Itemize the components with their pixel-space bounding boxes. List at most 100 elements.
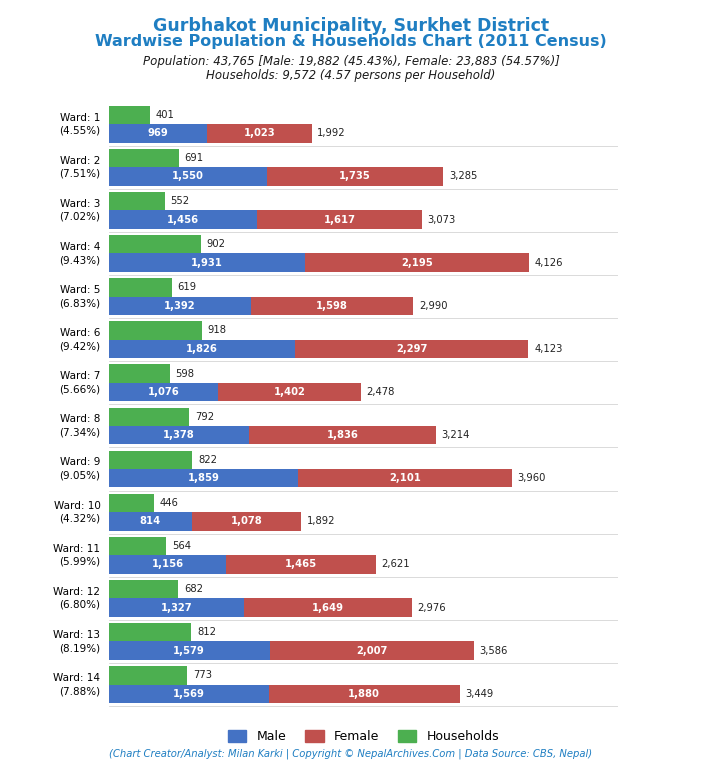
Text: 792: 792 xyxy=(195,412,214,422)
Text: (Chart Creator/Analyst: Milan Karki | Copyright © NepalArchives.Com | Data Sourc: (Chart Creator/Analyst: Milan Karki | Co… xyxy=(110,748,592,759)
Text: 1,598: 1,598 xyxy=(316,301,347,311)
Bar xyxy=(295,339,529,358)
Text: 446: 446 xyxy=(160,498,179,508)
Bar xyxy=(109,469,298,488)
Text: 1,617: 1,617 xyxy=(324,214,355,224)
Text: 1,569: 1,569 xyxy=(173,689,204,699)
Text: 2,195: 2,195 xyxy=(402,258,433,268)
Text: 1,579: 1,579 xyxy=(173,646,205,656)
Text: 1,023: 1,023 xyxy=(244,128,275,138)
Bar xyxy=(109,364,170,382)
Bar xyxy=(218,382,361,401)
Bar xyxy=(305,253,529,272)
Bar xyxy=(109,537,166,555)
Text: 1,465: 1,465 xyxy=(285,559,317,569)
Text: 3,960: 3,960 xyxy=(517,473,546,483)
Text: 691: 691 xyxy=(185,153,204,163)
Text: 598: 598 xyxy=(176,369,194,379)
Bar xyxy=(267,167,443,186)
Text: 1,649: 1,649 xyxy=(312,603,344,613)
Text: 564: 564 xyxy=(172,541,191,551)
Text: 401: 401 xyxy=(155,110,174,120)
Bar xyxy=(109,684,269,703)
Text: 918: 918 xyxy=(208,326,227,336)
Bar xyxy=(244,598,412,617)
Text: 969: 969 xyxy=(147,128,168,138)
Bar xyxy=(270,641,474,660)
Bar xyxy=(192,512,301,531)
Bar xyxy=(109,512,192,531)
Text: 4,126: 4,126 xyxy=(534,258,563,268)
Text: 773: 773 xyxy=(193,670,212,680)
Text: 3,285: 3,285 xyxy=(449,171,477,181)
Text: 1,456: 1,456 xyxy=(167,214,199,224)
Text: 1,550: 1,550 xyxy=(172,171,204,181)
Text: 1,392: 1,392 xyxy=(164,301,195,311)
Text: 3,586: 3,586 xyxy=(479,646,508,656)
Bar xyxy=(109,598,244,617)
Text: 814: 814 xyxy=(140,516,161,526)
Text: 822: 822 xyxy=(198,455,217,465)
Bar xyxy=(109,124,208,143)
Text: 2,297: 2,297 xyxy=(396,344,428,354)
Bar xyxy=(109,278,172,296)
Bar xyxy=(109,666,187,684)
Text: 1,992: 1,992 xyxy=(317,128,346,138)
Text: 1,931: 1,931 xyxy=(191,258,223,268)
Text: 2,990: 2,990 xyxy=(419,301,447,311)
Text: 902: 902 xyxy=(206,240,225,250)
Text: 4,123: 4,123 xyxy=(534,344,562,354)
Text: 1,880: 1,880 xyxy=(348,689,380,699)
Bar xyxy=(109,641,270,660)
Bar xyxy=(109,321,202,339)
Bar xyxy=(227,555,376,574)
Text: 1,892: 1,892 xyxy=(307,516,336,526)
Bar xyxy=(109,296,251,315)
Bar xyxy=(109,253,305,272)
Text: 552: 552 xyxy=(171,196,190,206)
Bar xyxy=(109,451,192,469)
Text: 1,078: 1,078 xyxy=(231,516,263,526)
Bar xyxy=(109,106,150,124)
Bar xyxy=(298,469,512,488)
Text: 1,859: 1,859 xyxy=(187,473,219,483)
Text: 619: 619 xyxy=(178,283,197,293)
Text: 3,449: 3,449 xyxy=(465,689,494,699)
Bar xyxy=(109,494,154,512)
Text: 1,836: 1,836 xyxy=(326,430,359,440)
Bar xyxy=(109,192,165,210)
Bar xyxy=(251,296,413,315)
Text: 682: 682 xyxy=(184,584,203,594)
Bar xyxy=(109,382,218,401)
Bar xyxy=(109,426,249,445)
Text: 1,378: 1,378 xyxy=(163,430,195,440)
Bar xyxy=(109,580,178,598)
Text: Wardwise Population & Households Chart (2011 Census): Wardwise Population & Households Chart (… xyxy=(95,34,607,49)
Text: 2,621: 2,621 xyxy=(381,559,410,569)
Bar xyxy=(208,124,312,143)
Text: 1,402: 1,402 xyxy=(274,387,305,397)
Text: 812: 812 xyxy=(197,627,216,637)
Bar xyxy=(109,167,267,186)
Text: 3,214: 3,214 xyxy=(442,430,470,440)
Text: Population: 43,765 [Male: 19,882 (45.43%), Female: 23,883 (54.57%)]: Population: 43,765 [Male: 19,882 (45.43%… xyxy=(143,55,559,68)
Bar xyxy=(257,210,422,229)
Text: 2,101: 2,101 xyxy=(389,473,421,483)
Legend: Male, Female, Households: Male, Female, Households xyxy=(223,725,504,748)
Text: 3,073: 3,073 xyxy=(428,214,456,224)
Bar xyxy=(109,339,295,358)
Text: 2,478: 2,478 xyxy=(366,387,395,397)
Text: 2,976: 2,976 xyxy=(417,603,446,613)
Bar xyxy=(109,210,257,229)
Bar xyxy=(109,555,227,574)
Text: 1,156: 1,156 xyxy=(152,559,184,569)
Bar xyxy=(269,684,460,703)
Text: 2,007: 2,007 xyxy=(356,646,388,656)
Text: 1,826: 1,826 xyxy=(186,344,218,354)
Bar xyxy=(109,149,179,167)
Text: 1,076: 1,076 xyxy=(147,387,180,397)
Bar xyxy=(109,408,190,426)
Text: 1,327: 1,327 xyxy=(161,603,192,613)
Bar xyxy=(109,623,192,641)
Bar xyxy=(249,426,436,445)
